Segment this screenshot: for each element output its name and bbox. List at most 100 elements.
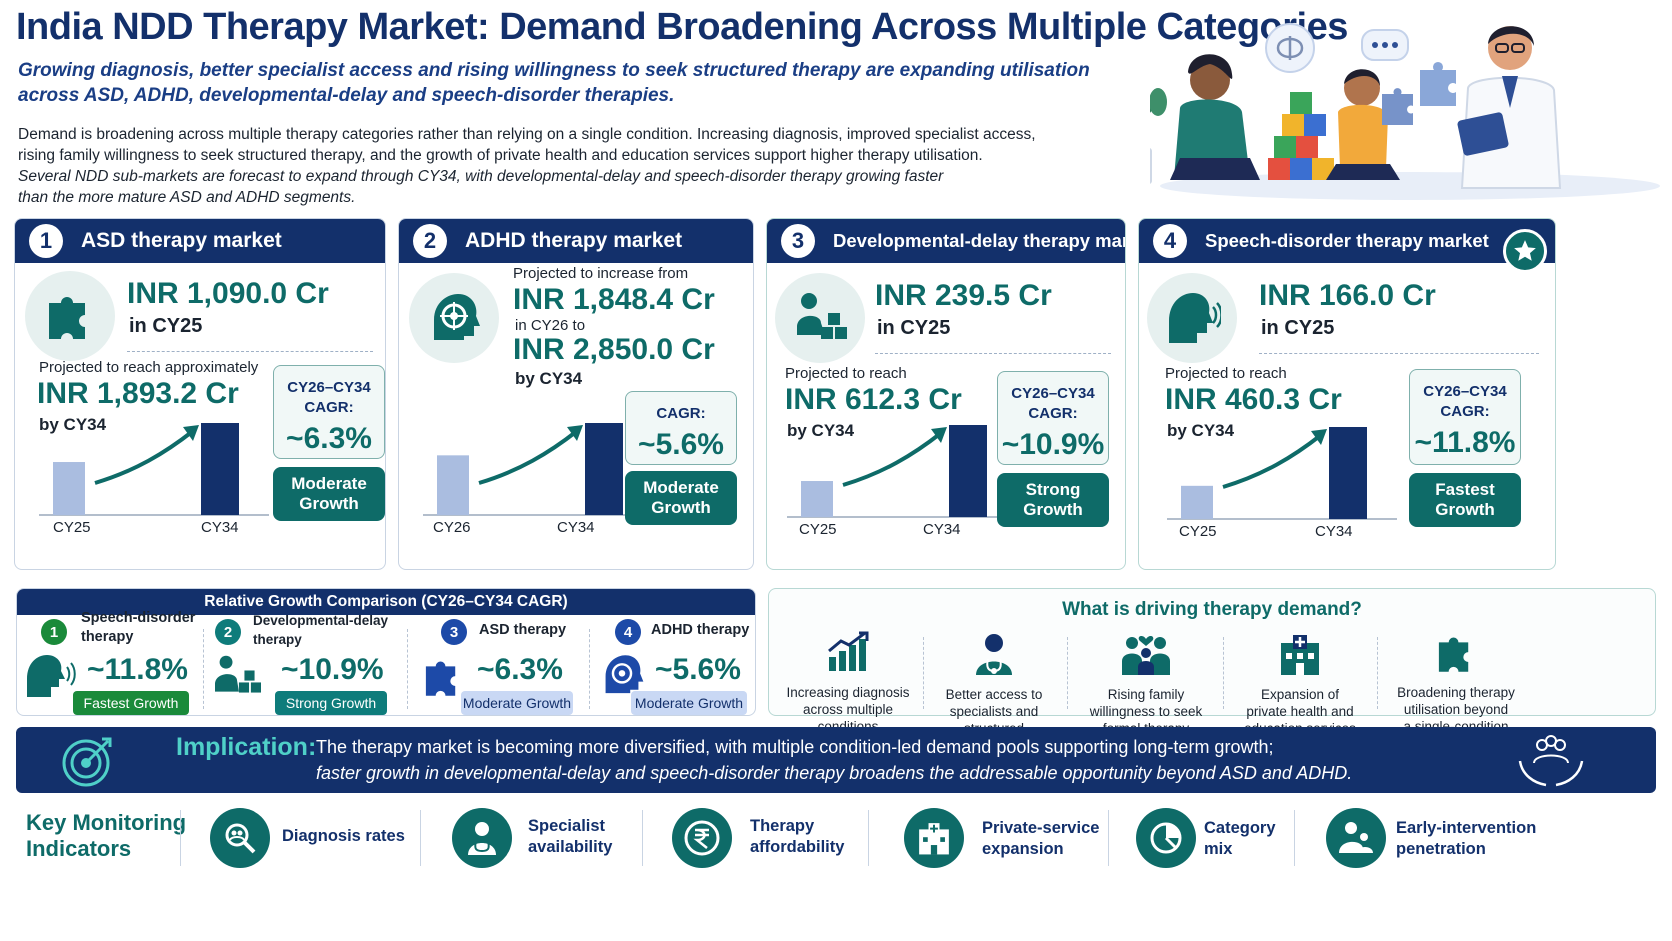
card-header: 3 Developmental-delay therapy market (767, 219, 1125, 263)
current-year: in CY25 (1261, 317, 1335, 339)
head-target-icon (409, 273, 499, 363)
relative-value: ~5.6% (655, 653, 741, 686)
card-number: 4 (1153, 224, 1187, 258)
kpi-label: Diagnosis rates (282, 827, 405, 845)
card-header: 1 ASD therapy market (15, 219, 385, 263)
card-number: 3 (781, 224, 815, 258)
intro-line: Demand is broadening across multiple the… (18, 126, 1036, 143)
intro-line: than the more mature ASD and ADHD segmen… (18, 189, 356, 206)
card-number: 1 (29, 224, 63, 258)
bar-cy25 (801, 481, 833, 517)
demand-drivers-panel: What is driving therapy demand? Increasi… (768, 588, 1656, 753)
growth-tag: Moderate Growth (273, 467, 385, 521)
kpi-label: Early-intervention penetration (1396, 819, 1537, 858)
cagr-box: CY26–CY34 CAGR: ~11.8% (1409, 369, 1521, 465)
growth-bar-chart (787, 425, 1017, 518)
relative-rank: 3 (441, 619, 467, 645)
child-blocks-icon (775, 273, 865, 363)
cagr-value: ~10.9% (1001, 428, 1105, 461)
cagr-value: ~5.6% (638, 428, 724, 461)
speech-disorder-market-card: 4 Speech-disorder therapy market INR 166… (1138, 218, 1556, 570)
bar-cy26 (437, 455, 469, 515)
child-blocks-icon (211, 653, 265, 704)
relative-name: Speech-disorder therapy (81, 610, 196, 645)
current-value: INR 239.5 Cr (875, 279, 1052, 312)
card-header: 2 ADHD therapy market (399, 219, 753, 263)
current-year: in CY25 (129, 315, 203, 337)
hospital-icon (1281, 635, 1319, 675)
family-icon (1122, 635, 1170, 675)
relative-value: ~6.3% (477, 653, 563, 686)
x-label: CY34 (923, 521, 961, 538)
cagr-period: CY26–CY34 (1011, 385, 1095, 402)
relative-growth-tag: Moderate Growth (631, 691, 747, 715)
target-icon (60, 733, 116, 794)
rupee-icon (672, 808, 732, 868)
current-value: INR 1,090.0 Cr (127, 277, 329, 310)
puzzle-icon (1438, 637, 1469, 672)
relative-growth-tag: Fastest Growth (73, 691, 189, 715)
cagr-label: CAGR: (1440, 403, 1490, 420)
card-header: 4 Speech-disorder therapy market (1139, 219, 1555, 263)
relative-growth-tag: Moderate Growth (461, 691, 573, 715)
growth-tag: Moderate Growth (625, 471, 737, 525)
specialist-icon (452, 808, 512, 868)
star-icon (1503, 229, 1547, 273)
drivers-title: What is driving therapy demand? (1062, 599, 1362, 620)
kpi-label: Specialist availability (528, 817, 613, 856)
relative-growth-tag: Strong Growth (275, 691, 387, 715)
hero-illustration (1150, 23, 1660, 200)
implication-banner: Implication: The therapy market is becom… (16, 727, 1656, 793)
kpi-title: Key Monitoring Indicators (26, 810, 187, 861)
future-year: by CY34 (787, 421, 855, 440)
card-number: 2 (413, 224, 447, 258)
growth-arrow-head (567, 425, 583, 441)
growth-arrow-head (1311, 429, 1327, 445)
current-year: in CY25 (877, 317, 951, 339)
page-subtitle: Growing diagnosis, better specialist acc… (18, 60, 1090, 106)
current-year: in CY26 to (515, 317, 586, 334)
intro-paragraph: Demand is broadening across multiple the… (18, 124, 1108, 208)
future-value: INR 460.3 Cr (1165, 383, 1342, 416)
cagr-box: CY26–CY34 CAGR: ~10.9% (997, 371, 1109, 465)
pie-icon (1136, 808, 1196, 868)
future-year: by CY34 (1167, 421, 1235, 440)
cagr-box: CAGR: ~5.6% (625, 391, 737, 465)
bar-cy25 (1181, 485, 1213, 519)
relative-value: ~11.8% (87, 653, 188, 686)
asd-market-card: 1 ASD therapy market INR 1,090.0 Cr in C… (14, 218, 386, 570)
bar-cy34 (949, 425, 987, 517)
growth-arrow-head (183, 425, 199, 441)
card-title: ADHD therapy market (465, 229, 683, 252)
growth-arrow-head (931, 427, 947, 443)
cagr-box: CY26–CY34 CAGR: ~6.3% (273, 365, 385, 459)
cagr-label: CAGR: (1028, 405, 1078, 422)
developmental-delay-market-card: 3 Developmental-delay therapy market INR… (766, 218, 1126, 570)
page-title: India NDD Therapy Market: Demand Broaden… (16, 6, 1348, 48)
relative-value: ~10.9% (281, 653, 384, 686)
implication-line: The therapy market is becoming more dive… (316, 737, 1274, 757)
growth-bar-chart (423, 423, 653, 516)
x-label: CY34 (201, 519, 239, 536)
growth-arrow (94, 429, 195, 485)
hospital-icon (904, 808, 964, 868)
kpi-label: Category mix (1204, 819, 1276, 858)
bar-cy34 (585, 423, 623, 515)
cagr-label: CAGR: (304, 399, 354, 416)
current-value: INR 1,848.4 Cr (513, 283, 715, 316)
card-title: Speech-disorder therapy market (1205, 230, 1489, 251)
future-value: INR 2,850.0 Cr (513, 333, 715, 366)
projection-label: Projected to increase from (513, 265, 689, 282)
projection-label: Projected to reach (1165, 365, 1287, 382)
puzzle-icon (25, 271, 115, 361)
x-label: CY25 (53, 519, 91, 536)
growth-bar-chart (39, 423, 269, 516)
cagr-label: CAGR: (656, 405, 706, 422)
card-title: Developmental-delay therapy market (833, 230, 1126, 251)
relative-growth-comparison: Relative Growth Comparison (CY26–CY34 CA… (16, 588, 756, 716)
diagnosis-icon (210, 808, 270, 868)
relative-name: ADHD therapy (651, 622, 750, 638)
x-label: CY25 (1179, 523, 1217, 540)
future-year: by CY34 (39, 415, 107, 434)
growth-arrow (1222, 433, 1323, 489)
